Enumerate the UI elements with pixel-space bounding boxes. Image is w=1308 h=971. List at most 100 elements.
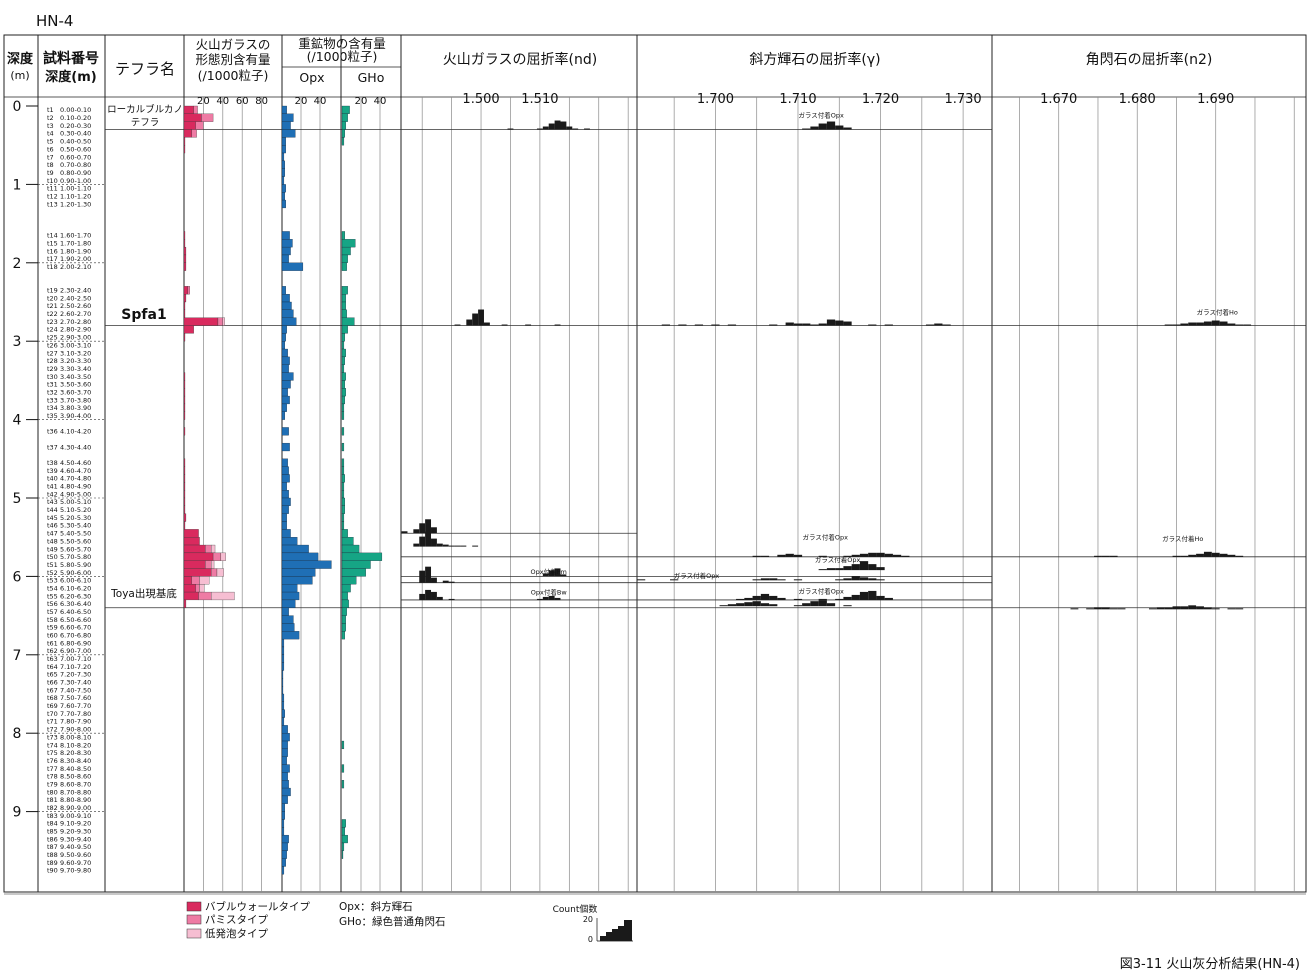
opx-ri-hist-bar — [826, 568, 836, 571]
opx-ri-hist-bar — [769, 604, 778, 607]
opx-ri-hist-bar — [760, 578, 770, 581]
glass-ri-hist-bar — [566, 126, 573, 130]
gho-bar — [341, 317, 355, 326]
sample-no: t27 — [47, 349, 58, 357]
glass-ri-tick-label: 1.500 — [462, 92, 499, 107]
gho-bar — [341, 497, 345, 506]
opx-bar — [281, 348, 288, 358]
glass-bar-low — [211, 544, 216, 554]
glass-ri-hist-bar — [442, 580, 449, 583]
opx-ri-hist-bar — [760, 555, 770, 557]
sample-no: t39 — [47, 467, 58, 475]
ho-ri-hist-bar — [1196, 553, 1204, 557]
ho-ri-hist-bar — [1243, 324, 1252, 326]
sample-no: t76 — [47, 757, 58, 765]
legend-swatch-low — [186, 928, 202, 939]
sample-depth: 5.20-5.30 — [60, 514, 91, 522]
ho-ri-hist-bar — [1211, 320, 1220, 326]
glass-bar-pumice — [193, 105, 198, 114]
sample-depth: 1.80-1.90 — [60, 247, 91, 255]
opx-ri-hist-bar — [835, 568, 844, 571]
glass-ri-annotation: Opx付着Bw — [531, 587, 568, 596]
sample-no: t62 — [47, 647, 58, 655]
sample-depth: 4.10-4.20 — [60, 428, 91, 436]
ho-ri-hist-bar — [1211, 608, 1220, 610]
opx-ri-hist-bar — [727, 604, 737, 607]
opx-ri-hist-bar — [752, 555, 761, 557]
opx-bar — [281, 693, 285, 702]
ho-ri-hist-bar — [1227, 323, 1236, 326]
opx-bar — [281, 717, 285, 726]
sample-depth: 7.40-7.50 — [60, 686, 91, 694]
opx-bar — [281, 819, 285, 828]
opx-bar — [281, 160, 285, 169]
ho-ri-hist-bar — [1109, 608, 1118, 610]
sample-no: t33 — [47, 396, 58, 404]
glass-ri-hist-bar — [401, 531, 408, 534]
glass-bar-bubble — [183, 113, 202, 122]
sample-depth: 5.70-5.80 — [60, 553, 91, 561]
sample-depth: 5.10-5.20 — [60, 506, 91, 514]
opx-bar — [281, 474, 290, 483]
depth-tick-label: 7 — [13, 648, 22, 664]
gho-bar — [341, 544, 360, 554]
sample-depth: 9.20-9.30 — [60, 828, 91, 836]
sample-depth: 2.90-3.00 — [60, 334, 91, 342]
opx-bar — [281, 262, 304, 271]
opx-bar — [281, 458, 288, 467]
ho-ri-hist-bar — [1101, 555, 1110, 557]
opx-ri-hist-bar — [843, 555, 852, 557]
glass-ri-hist-bar — [419, 536, 426, 547]
ho-ri-hist-bar — [1156, 607, 1165, 610]
opx-ri-hist-bar — [818, 569, 827, 571]
ho-ri-tick-label: 1.690 — [1197, 92, 1234, 107]
glass-content-tick-label: 40 — [216, 96, 229, 107]
opx-ri-hist-bar — [678, 324, 687, 326]
sample-depth: 4.70-4.80 — [60, 475, 91, 483]
sample-no: t3 — [47, 122, 54, 130]
sample-no: t9 — [47, 169, 54, 177]
opx-bar — [281, 442, 290, 452]
sample-depth: 0.50-0.60 — [60, 145, 91, 153]
sample-no: t18 — [47, 263, 58, 271]
sample-no: t55 — [47, 592, 58, 600]
glass-bar-pumice — [212, 552, 222, 561]
opx-ri-tick-label: 1.720 — [862, 92, 899, 107]
sample-no: t28 — [47, 357, 58, 365]
opx-bar — [281, 395, 290, 405]
glass-bar-low — [222, 317, 225, 326]
opx-header: Opx — [299, 70, 324, 85]
ho-ri-hist-bar — [1172, 324, 1181, 326]
sample-depth: 0.70-0.80 — [60, 161, 91, 169]
glass-ri-hist-bar — [448, 581, 455, 583]
gho-bar — [341, 827, 345, 836]
ho-ri-hist-bar — [1235, 324, 1244, 326]
sample-no: t15 — [47, 240, 58, 248]
gho-bar — [341, 591, 348, 601]
opx-bar — [281, 356, 290, 365]
sample-depth: 6.30-6.40 — [60, 600, 91, 608]
glass-bar-bubble — [183, 372, 186, 381]
opx-bar — [281, 756, 287, 765]
ho-ri-hist-bar — [1180, 323, 1189, 326]
opx-bar — [281, 748, 288, 757]
sample-depth: 9.50-9.60 — [60, 851, 91, 859]
sample-no: t38 — [47, 459, 58, 467]
glass-bar-bubble — [183, 568, 212, 577]
opx-ri-hist-bar — [876, 552, 885, 557]
sample-no: t58 — [47, 616, 58, 624]
sample-depth: 2.50-2.60 — [60, 302, 91, 310]
opx-bar — [281, 780, 289, 789]
ho-ri-hist-bar — [1070, 608, 1079, 610]
gho-bar — [341, 584, 351, 593]
opx-bar — [281, 403, 287, 412]
sample-depth: 1.10-1.20 — [60, 192, 91, 200]
opx-bar — [281, 560, 332, 569]
sample-depth: 9.30-9.40 — [60, 835, 91, 843]
glass-ri-hist-bar — [454, 545, 461, 547]
glass-bar-bubble — [183, 411, 186, 420]
opx-bar — [281, 787, 291, 797]
glass-bar-low — [220, 552, 226, 561]
glass-bar-bubble — [183, 129, 192, 138]
sample-no: t14 — [47, 232, 58, 240]
